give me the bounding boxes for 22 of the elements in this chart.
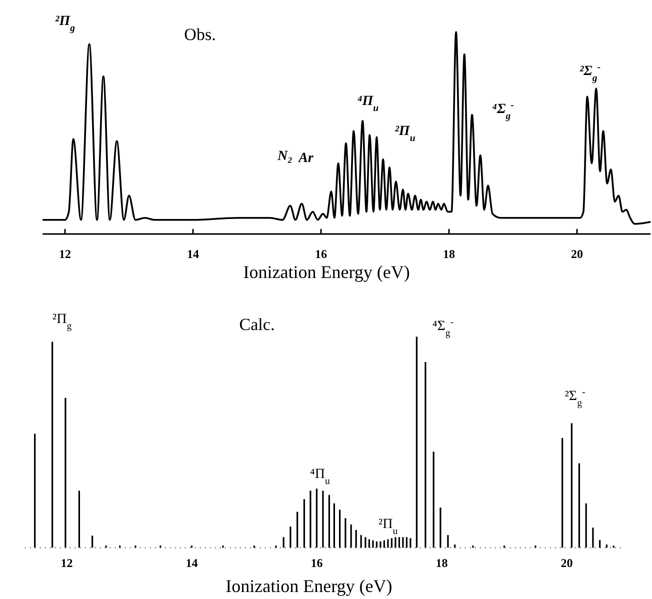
x-tick-label: 14: [186, 556, 198, 570]
chart-title: Calc.: [239, 315, 275, 334]
x-tick-label: 14: [187, 247, 199, 261]
x-tick-label: 18: [436, 556, 448, 570]
x-tick-label: 20: [560, 556, 573, 570]
x-tick-label: 16: [315, 247, 327, 261]
annotation: ²Π$_{g}$: [55, 14, 76, 34]
x-axis-title: Ionization Energy (eV): [226, 576, 392, 596]
annotation: ⁴Π$_{u}$: [310, 467, 330, 486]
x-axis-title: Ionization Energy (eV): [243, 262, 410, 282]
annotation: ⁴Π$_{u}$: [357, 94, 380, 114]
x-tick-label: 18: [443, 247, 455, 261]
x-tick-label: 12: [60, 556, 73, 570]
x-tick-label: 20: [571, 247, 583, 261]
x-tick-label: 16: [310, 556, 323, 570]
annotation: N₂: [276, 149, 293, 164]
text: ²Π$_{g}$: [52, 312, 72, 332]
x-tick-label: 12: [59, 247, 71, 261]
annotation: ²Π$_{u}$: [378, 517, 398, 536]
annotation: Ar: [298, 151, 314, 166]
annotation: ²Π$_{u}$: [394, 124, 416, 144]
chart-title: Obs.: [184, 25, 216, 44]
